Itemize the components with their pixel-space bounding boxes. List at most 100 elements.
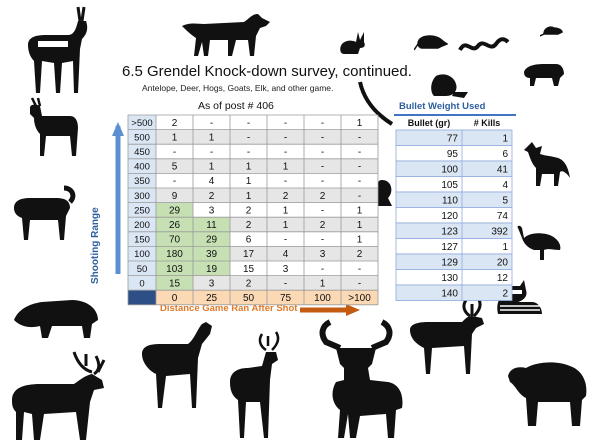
sheep-icon [14, 185, 76, 240]
table-cell: 4 [283, 249, 289, 260]
table-cell: - [284, 278, 287, 289]
table-cell: - [321, 176, 324, 187]
antelope-icon [28, 6, 88, 93]
table-cell: 1 [209, 132, 215, 143]
x-axis-label: Distance Game Ran After Shot [160, 303, 298, 314]
table-cell: 1 [283, 220, 289, 231]
table-cell: 103 [166, 264, 183, 275]
table-cell: 1 [246, 176, 252, 187]
table-cell: 1 [357, 235, 363, 246]
wolf-icon [182, 14, 270, 56]
table-cell: - [173, 147, 176, 158]
row-label: 250 [134, 205, 150, 216]
row-label: >500 [131, 118, 152, 129]
table-cell: - [358, 176, 361, 187]
row-header-cell [128, 246, 156, 261]
mouse-icon [540, 26, 563, 37]
table-cell: 5 [172, 162, 178, 173]
row-header-cell [128, 173, 156, 188]
elk-icon [12, 351, 106, 440]
highlight-cell [193, 261, 230, 276]
column-label: 0 [172, 293, 178, 304]
table-cell: 2 [246, 278, 252, 289]
right-arrow-icon [300, 304, 360, 316]
table-cell: - [284, 147, 287, 158]
doe-icon [142, 322, 212, 408]
table-cell: 39 [206, 249, 218, 260]
bullet-weight-cell: 105 [441, 180, 458, 191]
bullet-column-header: Bullet (gr) [408, 118, 451, 128]
table-cell: - [284, 235, 287, 246]
kills-cell: 74 [497, 211, 509, 222]
table-cell: 2 [320, 220, 326, 231]
table-cell: 3 [209, 278, 215, 289]
table-cell: - [247, 132, 250, 143]
table-cell: 3 [209, 205, 215, 216]
bullet-weight-cell: 127 [441, 242, 458, 253]
column-label: 50 [243, 293, 255, 304]
table-cell: - [210, 147, 213, 158]
table-cell: 11 [206, 220, 217, 231]
table-cell: - [358, 264, 361, 275]
page-subtitle: Antelope, Deer, Hogs, Goats, Elk, and ot… [142, 83, 334, 93]
row-header-cell [128, 158, 156, 174]
deer-icon [230, 331, 280, 438]
up-arrow-icon [112, 122, 124, 274]
bullet-row [395, 284, 513, 301]
kills-cell: 1 [502, 242, 508, 253]
highlight-cell [156, 217, 193, 232]
column-label: 25 [206, 293, 218, 304]
row-label: 50 [137, 264, 148, 275]
bullet-weight-cell: 130 [441, 273, 458, 284]
bullet-weight-cell: 129 [441, 257, 458, 268]
table-cell: - [358, 132, 361, 143]
table-cell: 1 [283, 205, 289, 216]
column-label: 100 [314, 293, 331, 304]
table-cell: - [358, 147, 361, 158]
table-cell: 2 [209, 191, 215, 202]
table-cell: 1 [357, 220, 363, 231]
table-cell: 70 [169, 235, 181, 246]
fox-icon [524, 142, 570, 186]
highlight-cell [156, 246, 193, 261]
table-cell: - [321, 162, 324, 173]
kills-cell: 12 [497, 273, 509, 284]
table-cell: - [321, 132, 324, 143]
table-cell: - [284, 132, 287, 143]
highlight-cell [156, 231, 193, 247]
table-cell: - [358, 162, 361, 173]
table-cell: - [321, 118, 324, 129]
moose-icon [319, 319, 403, 438]
row-header-cell [128, 188, 156, 203]
table-cell: 1 [283, 162, 289, 173]
table-cell: 2 [246, 220, 252, 231]
table-cell: 1 [246, 162, 252, 173]
row-header-cell [128, 275, 156, 291]
caribou-icon [410, 297, 484, 374]
bullet-weight-title: Bullet Weight Used [399, 101, 486, 112]
table-cell: 2 [246, 205, 252, 216]
bullet-weight-cell: 77 [447, 133, 459, 144]
highlight-cell [193, 246, 230, 261]
kills-cell: 1 [502, 133, 508, 144]
table-cell: 2 [357, 249, 363, 260]
table-cell: - [321, 205, 324, 216]
table-cell: - [358, 191, 361, 202]
table-cell: 19 [206, 264, 218, 275]
column-label: >100 [348, 293, 371, 304]
highlight-cell [156, 202, 193, 218]
highlight-cell [193, 217, 230, 232]
table-cell: 6 [246, 235, 252, 246]
row-header-cell [128, 202, 156, 218]
bullet-weight-underline [394, 114, 516, 116]
table-cell: - [173, 176, 176, 187]
kills-cell: 392 [491, 226, 508, 237]
table-cell: - [284, 176, 287, 187]
bear-icon [508, 362, 587, 426]
row-label: 0 [139, 278, 144, 289]
bullet-weight-cell: 140 [441, 288, 458, 299]
bullet-weight-cell: 123 [441, 226, 458, 237]
snake-icon [458, 37, 510, 52]
hog-icon [14, 300, 98, 338]
